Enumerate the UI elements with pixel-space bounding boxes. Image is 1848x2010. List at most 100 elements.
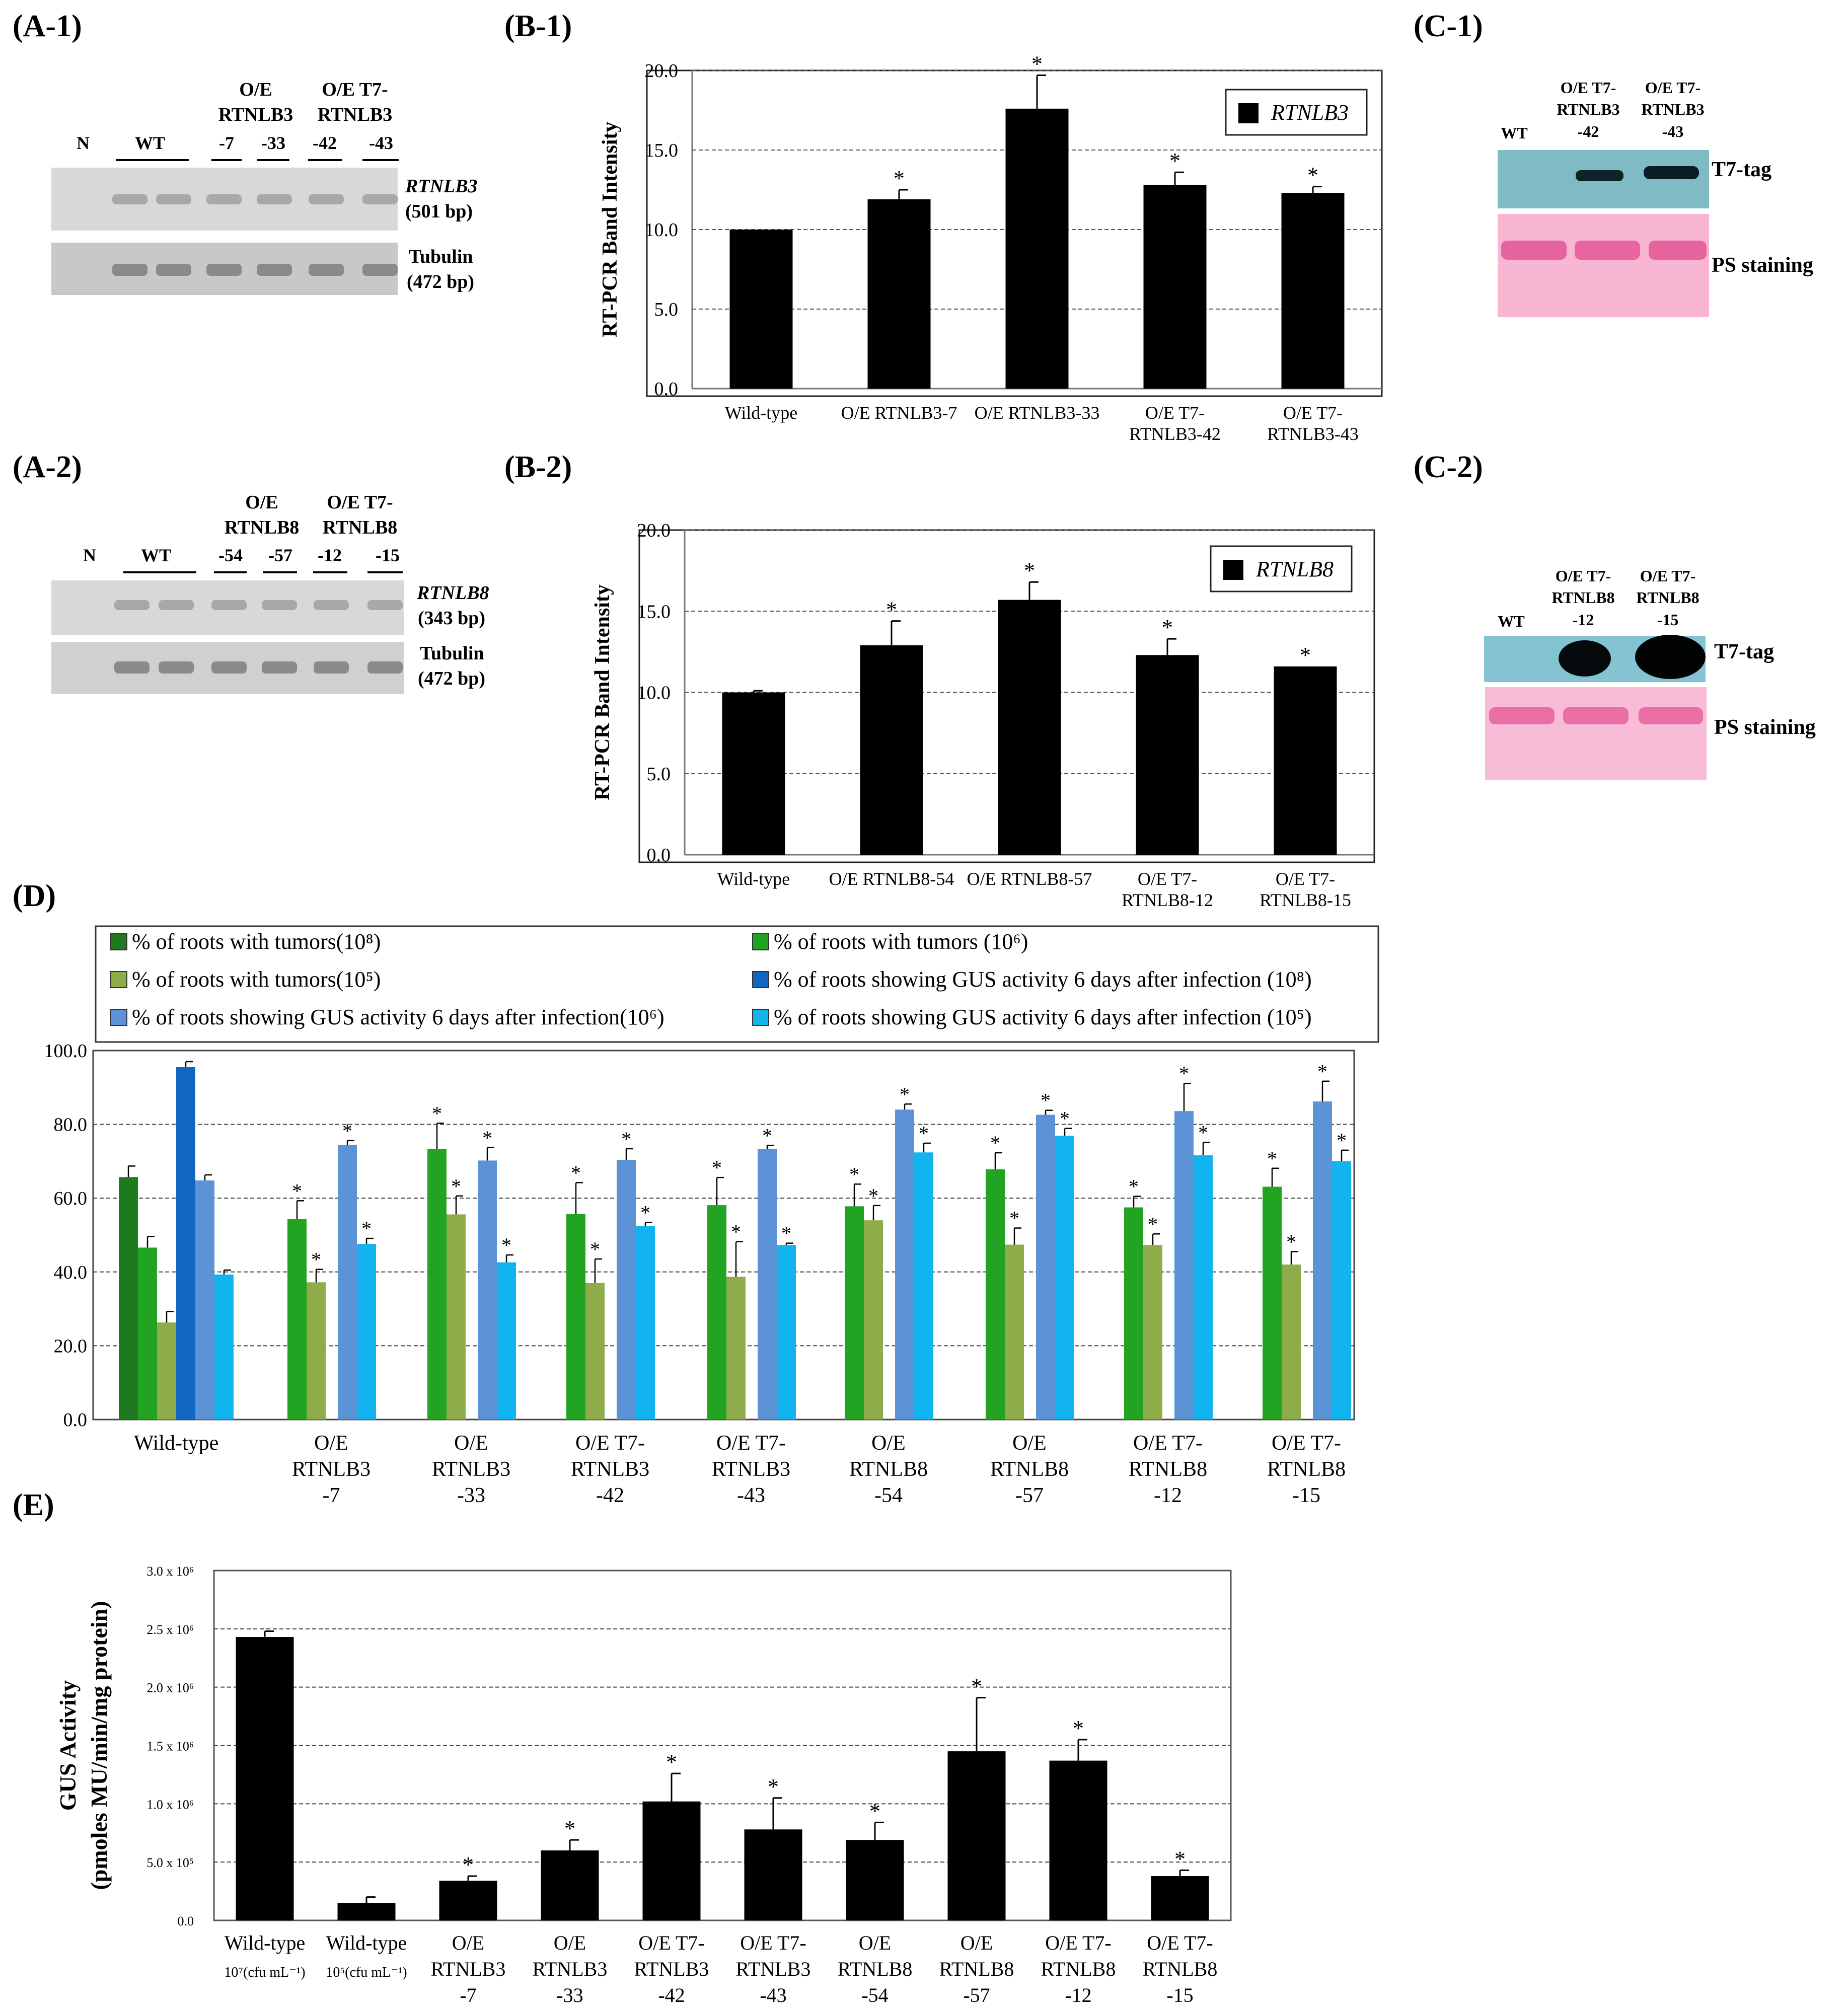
blot-c1-lane-b-3: -43: [1662, 122, 1684, 140]
bar: [1313, 1101, 1332, 1420]
legend-swatch: [752, 933, 769, 950]
gel-a1: N WT O/E RTNLB3 -7 -33 O/E T7- RTNLB3 -4…: [51, 79, 478, 295]
y-tick-label: 0.0: [654, 379, 679, 400]
legend-label: RTNLB8: [1255, 557, 1334, 581]
legend-swatch: [110, 971, 127, 988]
bar: [1005, 1244, 1024, 1420]
significance-mark: *: [869, 1799, 880, 1823]
x-tick-label: Wild-type: [225, 1931, 306, 1954]
y-tick-label: 0.0: [63, 1409, 88, 1431]
blot-c2-lane-a-2: RTNLB8: [1551, 588, 1614, 607]
x-tick-label: Wild-type: [326, 1931, 407, 1954]
bar: [726, 1277, 746, 1420]
x-tick-label: O/E T7-: [1045, 1931, 1111, 1954]
bar: [729, 230, 793, 389]
x-tick-label: -12: [1154, 1484, 1182, 1507]
x-tick-label: -33: [457, 1484, 485, 1507]
bar: [777, 1245, 796, 1420]
blot-c1-tag-label: T7-tag: [1712, 158, 1771, 181]
significance-mark: *: [1031, 51, 1043, 76]
x-tick-label: RTNLB8-12: [1122, 890, 1213, 910]
y-tick-label: 2.0 x 10⁶: [146, 1681, 194, 1695]
significance-mark: *: [564, 1816, 575, 1841]
gel-band: [314, 661, 349, 674]
blot-c2-lane-a-1: O/E T7-: [1556, 567, 1611, 585]
y-tick-label: 3.0 x 10⁶: [146, 1564, 194, 1579]
y-tick-label: 80.0: [54, 1114, 88, 1136]
gel-a2-hdr-oet7: O/E T7-: [327, 492, 393, 513]
significance-mark: *: [868, 1184, 878, 1207]
panel-label-a2: (A-2): [13, 450, 82, 484]
bar: [914, 1152, 933, 1420]
gel-a1-control-size: (472 bp): [407, 271, 474, 292]
significance-mark: *: [590, 1238, 600, 1260]
bar: [357, 1244, 376, 1420]
blot-c2-lane-a-3: -12: [1573, 611, 1594, 629]
blot-c1-lane-wt: WT: [1501, 124, 1527, 142]
bar: [707, 1205, 726, 1420]
y-tick-label: 20.0: [637, 520, 671, 541]
gel-a2-control-size: (472 bp): [418, 668, 485, 689]
gel-band: [309, 194, 344, 204]
gel-band: [362, 194, 398, 204]
bar: [439, 1881, 497, 1920]
x-tick-label: -33: [556, 1984, 583, 2006]
y-tick-label: 20.0: [645, 60, 679, 82]
gel-band: [206, 264, 242, 276]
legend-label: % of roots with tumors(10⁵): [132, 967, 381, 992]
significance-mark: *: [1174, 1846, 1186, 1871]
gel-a1-lane-43: -43: [369, 133, 393, 153]
significance-mark: *: [849, 1163, 859, 1185]
y-tick-label: 15.0: [637, 601, 671, 622]
significance-mark: *: [361, 1217, 372, 1240]
bar: [864, 1220, 883, 1420]
x-tick-label: O/E T7-: [1276, 869, 1335, 889]
x-tick-label: O/E T7-: [1133, 1432, 1203, 1455]
gel-a2-lane-12: -12: [318, 545, 342, 565]
x-tick-label: Wild-type: [134, 1432, 219, 1455]
significance-mark: *: [1179, 1062, 1189, 1085]
gel-band: [262, 600, 297, 610]
bar: [541, 1850, 599, 1920]
x-tick-label: O/E RTNLB8-57: [967, 869, 1092, 889]
legend-swatch: [752, 971, 769, 988]
bar: [642, 1801, 701, 1920]
x-tick-label: O/E: [1012, 1432, 1047, 1455]
significance-mark: *: [1041, 1089, 1051, 1112]
x-tick-label: -57: [1015, 1484, 1044, 1507]
bar: [1282, 1264, 1301, 1420]
significance-mark: *: [1307, 163, 1318, 188]
bar: [585, 1283, 605, 1420]
legend-label: % of roots with tumors(10⁸): [132, 929, 381, 954]
panel-label-b2: (B-2): [504, 450, 572, 484]
x-tick-label: -7: [323, 1484, 340, 1507]
x-tick-label: RTNLB3: [431, 1958, 506, 1980]
significance-mark: *: [1073, 1716, 1084, 1741]
gel-a1-gene-label: RTNLB3: [405, 176, 478, 197]
panel-label-c2: (C-2): [1414, 450, 1483, 484]
blot-c2: WT O/E T7- RTNLB8 -12 O/E T7- RTNLB8 -15…: [1484, 567, 1816, 780]
gel-a1-lane-wt: WT: [135, 133, 165, 153]
bar: [846, 1840, 904, 1920]
panel-label-d: (D): [13, 879, 56, 913]
y-tick-label: 5.0 x 10⁵: [146, 1855, 194, 1870]
blot-c1-lane-a-2: RTNLB3: [1557, 100, 1619, 118]
gel-a2-lane-n: N: [83, 545, 96, 565]
gel-a2: N WT O/E RTNLB8 -54 -57 O/E T7- RTNLB8 -…: [51, 492, 489, 694]
x-tick-label: -7: [460, 1984, 476, 2006]
bar: [1124, 1207, 1143, 1420]
y-tick-label: 1.0 x 10⁶: [146, 1797, 194, 1812]
gel-band: [309, 264, 344, 276]
x-tick-label: Wild-type: [717, 869, 790, 889]
significance-mark: *: [1198, 1122, 1208, 1144]
x-tick-label: O/E: [314, 1432, 348, 1455]
x-tick-label: RTNLB3-42: [1129, 424, 1221, 444]
panel-label-b1: (B-1): [504, 9, 572, 43]
significance-mark: *: [1337, 1129, 1347, 1152]
y-tick-label: 15.0: [645, 140, 679, 161]
x-tick-label: RTNLB3: [736, 1958, 811, 1980]
bar: [758, 1149, 777, 1420]
gel-band: [159, 600, 194, 610]
x-tick-label: O/E: [960, 1931, 993, 1954]
bar: [1036, 1114, 1055, 1420]
